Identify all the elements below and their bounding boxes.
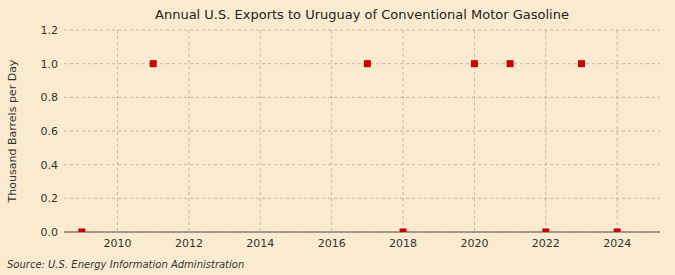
y-tick-label: 1.2 (41, 24, 59, 37)
x-tick-label: 2022 (532, 237, 560, 250)
x-grid-line (403, 30, 404, 232)
title: Annual U.S. Exports to Uruguay of Conven… (155, 7, 569, 22)
point (614, 229, 621, 233)
point (578, 60, 585, 67)
x-axis-line (64, 232, 660, 233)
x-tick-label: 2020 (460, 237, 488, 250)
point (78, 229, 85, 233)
y-grid-line (64, 97, 660, 98)
y-tick-label: 0.2 (41, 192, 59, 205)
y-grid-line (64, 30, 660, 31)
x-tick-label: 2012 (175, 237, 203, 250)
point (400, 229, 407, 233)
x-tick-label: 2016 (318, 237, 346, 250)
x-grid-line (545, 30, 546, 232)
y-tick-label: 0.6 (41, 125, 59, 138)
y-grid-line (64, 198, 660, 199)
points (78, 60, 620, 232)
x-grid-line (117, 30, 118, 232)
point (471, 60, 478, 67)
x-grid-line (188, 30, 189, 232)
x-grid-line (260, 30, 261, 232)
y-tick-label: 0.4 (41, 159, 59, 172)
point (150, 60, 157, 67)
point (542, 229, 549, 233)
grid (64, 30, 660, 232)
x-grid-line (331, 30, 332, 232)
y-tick-label: 1.0 (41, 58, 59, 71)
y-tick-label: 0.8 (41, 91, 59, 104)
source: Source: U.S. Energy Information Administ… (7, 259, 244, 270)
x-tick-label: 2014 (246, 237, 274, 250)
x-tick-label: 2010 (104, 237, 132, 250)
point (364, 60, 371, 67)
y-grid-line (64, 232, 660, 233)
point (507, 60, 514, 67)
background (0, 0, 675, 275)
x-grid-line (617, 30, 618, 232)
chart: 2010 2012 2014 2016 2018 2020 2022 2024 0.0 0.2 0.… (0, 0, 675, 275)
x-tick-label: 2018 (389, 237, 417, 250)
y-axis-label: Thousand Barrels per Day (6, 59, 19, 203)
x-tick-label: 2024 (603, 237, 631, 250)
y-grid-line (64, 131, 660, 132)
y-grid-line (64, 164, 660, 165)
y-tick-label: 0.0 (41, 226, 59, 239)
